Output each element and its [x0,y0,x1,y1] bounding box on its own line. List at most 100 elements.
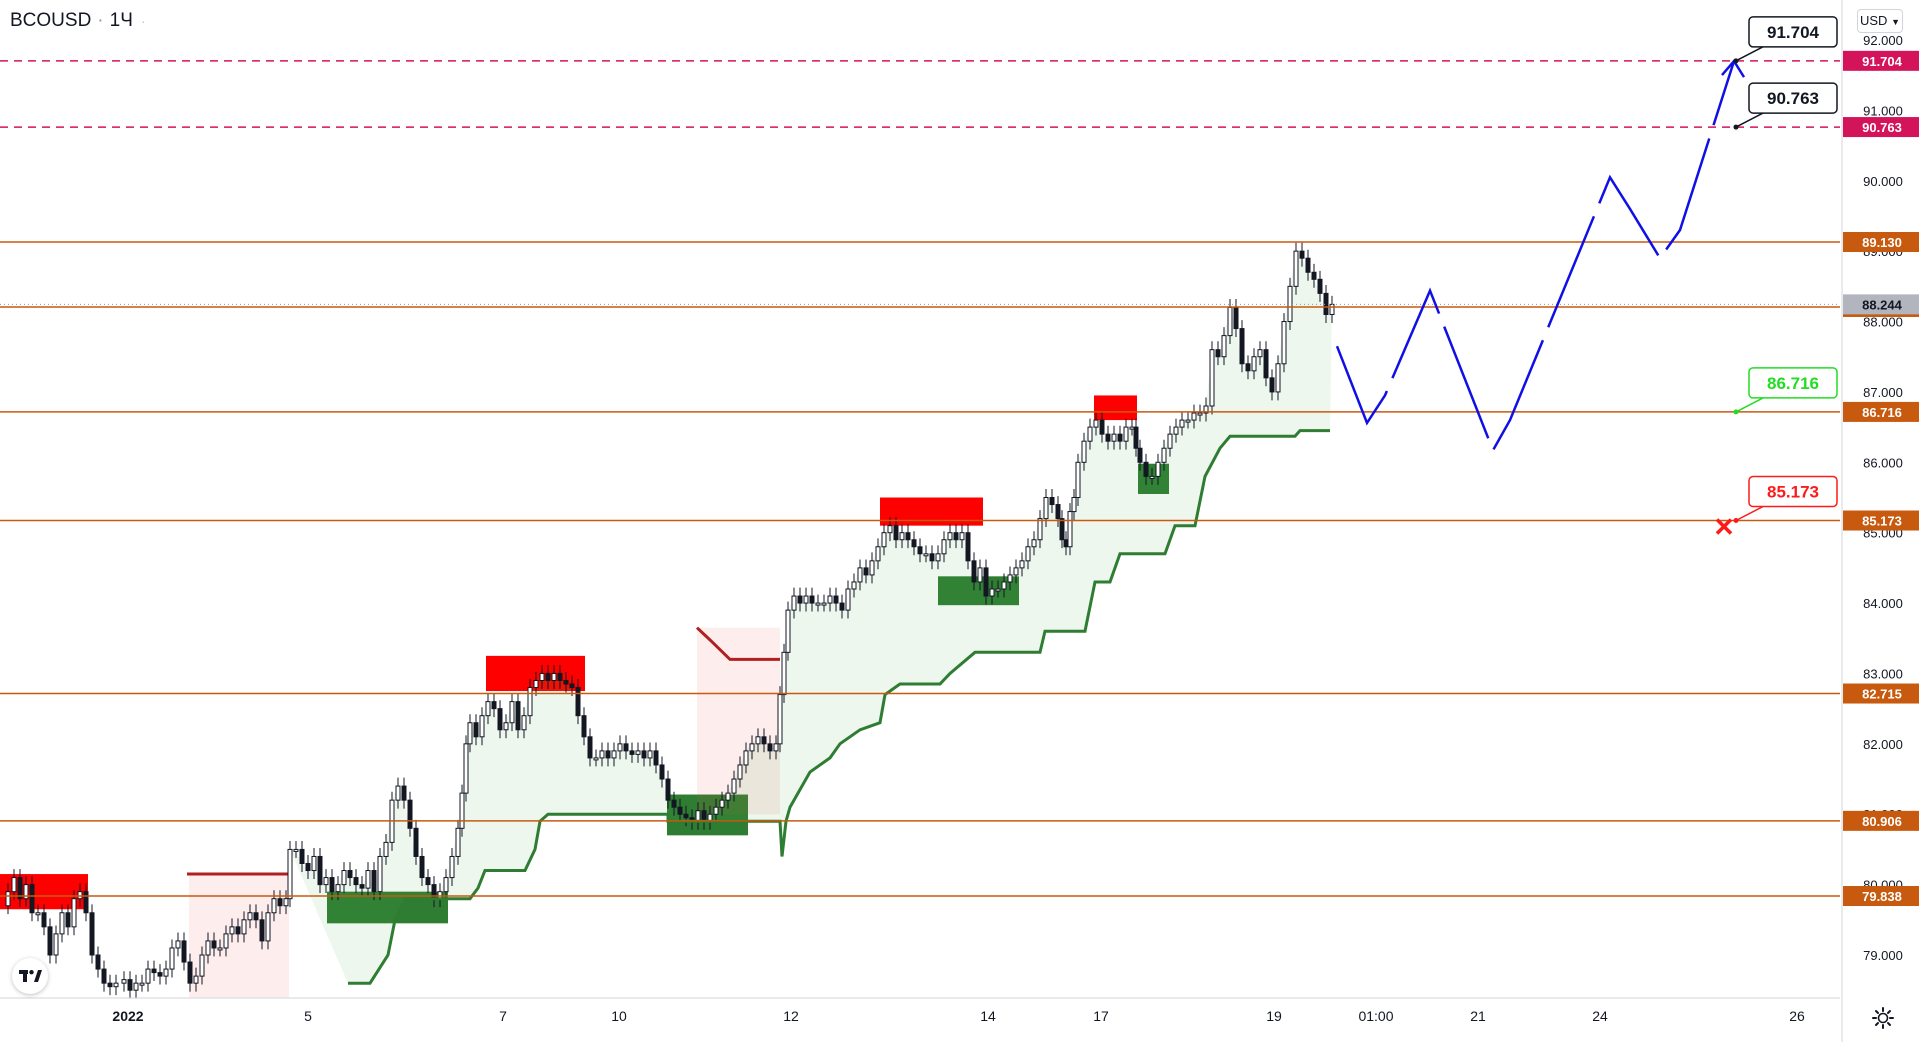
candle-body [719,799,725,808]
candle-body [199,954,205,977]
gear-icon[interactable] [1870,1005,1896,1031]
candle-body [383,841,389,857]
candle-body [287,848,293,900]
candle-body [947,532,953,541]
time-axis[interactable]: 2022 5 7 10 12 14 17 19 01:00 21 24 26 [0,997,1840,1024]
time-tick-label: 01:00 [1358,1008,1393,1024]
callout-anchor [1733,409,1739,415]
candle-body [1245,363,1251,372]
candle-body [1197,412,1203,416]
trend-fill-layer [187,251,1332,998]
callout-entry[interactable]: 86.716 [1733,367,1838,415]
price-tick-label: 87.000 [1863,385,1903,400]
candle-body [521,715,527,731]
candle-body [1161,447,1167,463]
candle-body [463,743,469,794]
candle-body [1143,461,1149,477]
price-tick-label: 82.000 [1863,737,1903,752]
candle-body [283,898,289,907]
callout-label: 86.716 [1767,374,1819,393]
candle-body [1025,546,1031,562]
callout-stop[interactable]: 85.173 [1733,475,1838,524]
candle-body [329,877,335,893]
candle-body [1281,321,1287,365]
candle-body [509,701,515,724]
tradingview-logo-icon[interactable] [12,958,48,994]
candle-body [347,870,353,879]
candle-body [5,891,11,907]
level-price-tag [1843,683,1919,704]
candle-body [1215,349,1221,358]
candle-body [53,933,59,956]
candle-body [587,736,593,759]
candle-body [989,588,995,597]
time-tick-label: 10 [611,1008,627,1024]
candle-body [1043,497,1049,520]
candle-body [1329,303,1335,316]
candle-body [635,750,641,755]
candle-body [151,968,157,974]
candle-body [217,947,223,951]
candle-body [575,687,581,717]
candle-body [563,680,569,685]
candle-body [911,539,917,548]
bear-region [189,874,289,998]
level-price-tag-text: 85.173 [1862,514,1902,529]
candle-body [857,567,863,583]
candle-body [1001,581,1007,590]
candle-body [1117,433,1123,442]
price-tick-label: 84.000 [1863,596,1903,611]
time-tick-label: 2022 [112,1008,143,1024]
candle-body [767,743,773,752]
callout-box [1748,16,1838,48]
candle-body [491,701,497,710]
candle-body [425,877,431,886]
candle-body [1317,278,1323,294]
candle-body [647,750,653,759]
candle-body [377,855,383,893]
candle-body [1167,433,1173,449]
candle-body [467,722,473,745]
candle-body [323,877,329,886]
level-price-tag-text: 80.906 [1862,814,1902,829]
candle-body [875,546,881,562]
callout-target[interactable]: 90.763 [1733,82,1838,130]
candle-body [1019,560,1025,569]
candle-body [359,884,365,889]
candle-body [107,982,113,988]
price-tick-label: 91.000 [1863,103,1903,118]
level-price-tag-text: 86.716 [1862,405,1902,420]
callout-box [1748,475,1838,508]
price-axis[interactable]: 79.00080.00081.00082.00083.00084.00085.0… [1841,0,1920,1042]
candle-body [671,799,677,808]
candle-body [995,588,1001,592]
symbol-name: BCOUSD [10,10,92,31]
candle-body [35,912,41,916]
candle-body [1179,419,1185,428]
candle-body [485,701,491,717]
candle-body [881,532,887,548]
candle-body [653,750,659,766]
candle-body [1239,328,1245,365]
supply-zone [880,497,983,526]
symbol-title[interactable]: BCOUSD · 1Ч · [10,10,146,31]
candle-body [611,750,617,759]
candle-body [581,715,587,738]
time-tick-label: 14 [980,1008,996,1024]
candle-body [1269,377,1275,393]
candle-body [935,553,941,562]
target-price-tag-text: 91.704 [1862,54,1903,69]
candle-body [413,827,419,857]
candle-body [1075,461,1081,498]
candle-body [473,722,479,738]
candle-body [1123,426,1129,442]
candle-body [503,722,509,731]
candle-body [777,694,783,745]
callout-anchor [1733,518,1739,524]
callout-target[interactable]: 91.704 [1733,16,1838,64]
currency-button[interactable]: USD ▼ [1857,9,1903,33]
candle-body [695,810,701,822]
candle-body [175,940,181,949]
candle-body [683,813,689,819]
